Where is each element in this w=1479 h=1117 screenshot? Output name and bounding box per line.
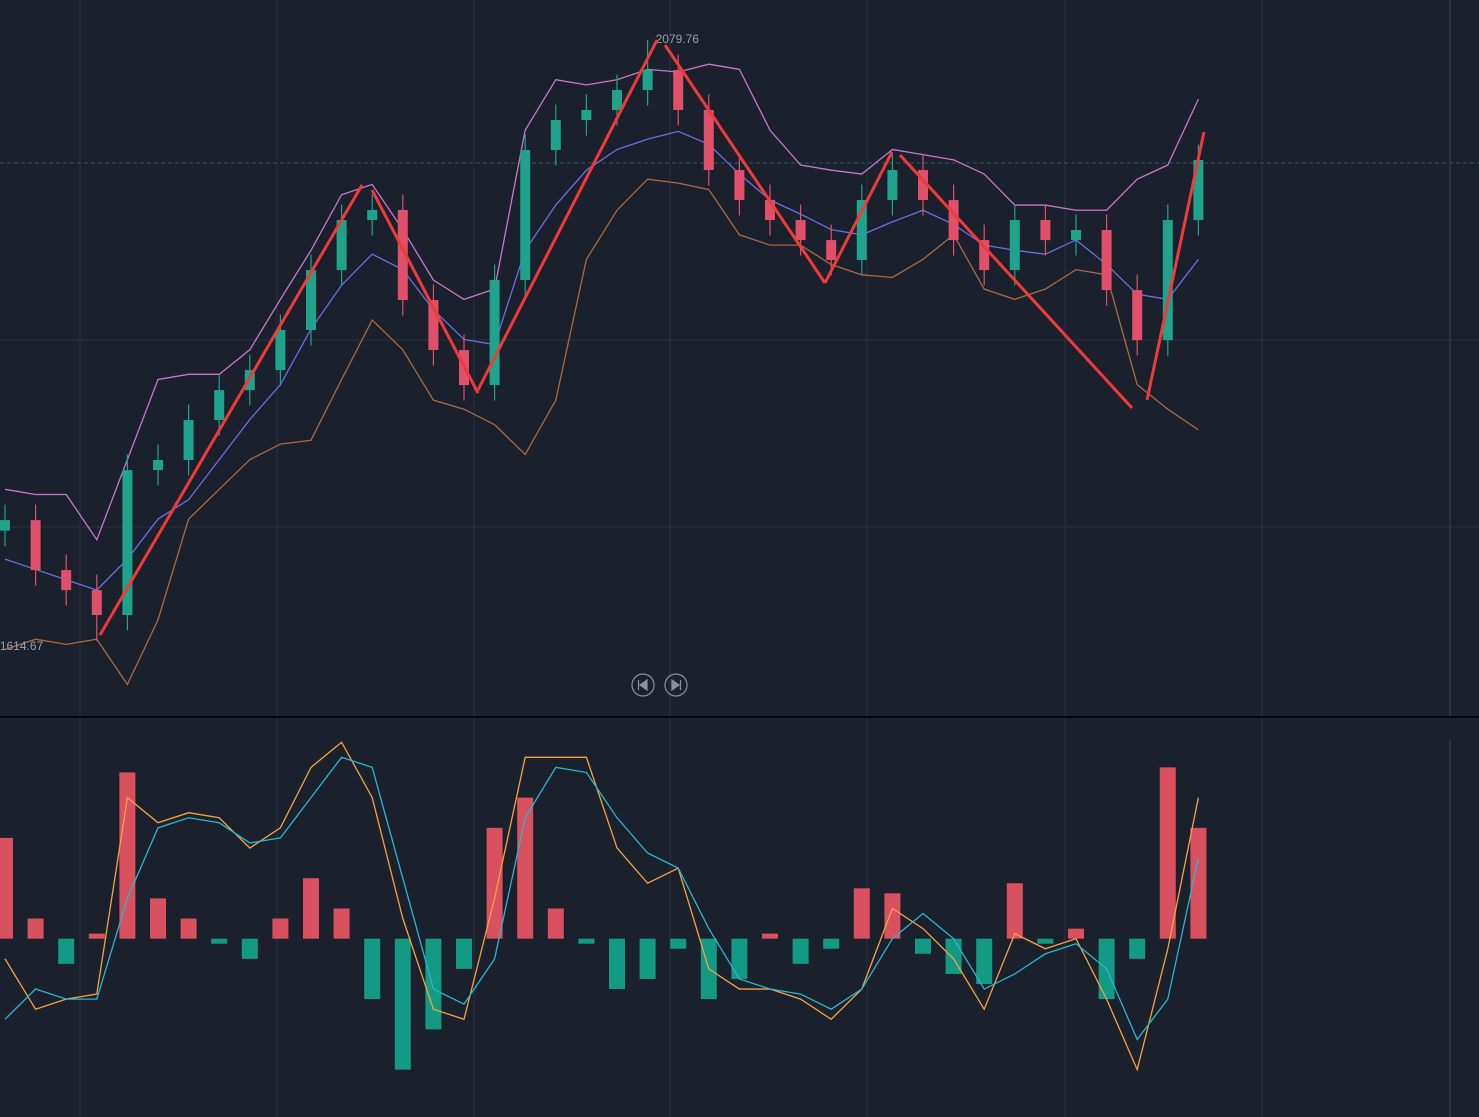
trend-arrow [823,151,894,284]
histogram-bar [272,918,289,939]
histogram-bar [639,938,656,979]
band-line [4,178,1199,686]
trend-arrow [98,184,364,636]
histogram-bar [547,908,564,939]
histogram-bar [1129,938,1146,959]
candle-body [948,200,959,241]
histogram-bar [792,938,809,964]
candle-body [275,330,286,371]
candle-body [306,270,316,331]
candle-body [1193,159,1204,221]
candle-body [367,209,378,221]
histogram-bar [1159,767,1176,939]
histogram-bar [853,888,870,939]
candle-body [856,200,867,260]
candle-body [979,240,990,271]
histogram-bar [670,938,687,949]
candle-body [642,70,653,91]
histogram-bar [364,938,381,1000]
candle-body [1132,290,1143,341]
histogram-bar [394,938,411,1070]
candle-body [122,470,133,616]
candle-body [703,109,714,171]
histogram-bar [1190,827,1207,939]
histogram-bar [823,938,840,949]
previous-button[interactable] [631,673,655,697]
candle-body [214,390,225,421]
histogram-bar [1037,938,1054,944]
candle-body [550,120,561,151]
next-button[interactable] [664,673,688,697]
candle-body [61,570,72,591]
histogram-bar [609,938,625,990]
candle-body [489,280,500,386]
trend-arrows [98,39,1206,636]
trend-arrow [898,153,1134,410]
candle-body [826,240,837,260]
histogram-bar [119,772,136,939]
histogram-bar [486,827,503,939]
histogram-bar [517,797,534,939]
histogram-bar [211,938,228,944]
low-label: 1614.67 [0,639,44,653]
candle-body [183,420,194,460]
candle-body [153,459,163,471]
histogram-bar [88,933,105,939]
candle-body [397,209,408,301]
histogram-bar [180,918,197,939]
histogram-bar [731,938,748,979]
candle-body [0,520,10,531]
histogram-bar [241,938,258,959]
high-label: 2079.76 [656,32,700,46]
band-line [4,130,1199,591]
histogram-bar [303,878,319,939]
candle-body [1040,220,1051,241]
histogram-bar [27,918,44,939]
candle-body [91,590,102,616]
candle-body [765,200,775,221]
candle-body [673,70,684,110]
histogram-bar [578,938,595,944]
candle-body [1101,229,1112,291]
macd-line [4,741,1200,1072]
histogram-bar [884,893,901,939]
candle-body [336,220,347,271]
candle-body [918,170,928,201]
histogram-bar [915,938,931,954]
band-line [4,63,1199,542]
candle-body [795,220,806,241]
histogram-bar [0,837,13,939]
trend-arrow [370,189,480,394]
trend-arrow [476,39,659,391]
series-layer: 2079.76 1614.67 [0,32,1207,1072]
candle-body [520,150,531,281]
candle-body [1071,229,1081,241]
candle-body [428,300,439,351]
histogram-bar [333,908,350,939]
candle-body [1009,220,1020,271]
candle-body [612,90,622,110]
histogram-bar [1006,883,1023,939]
candle-body [30,520,41,571]
candle-body [1162,220,1173,341]
histogram-bar [150,898,166,939]
candle-body [581,109,592,121]
candle-body [734,170,745,201]
histogram-bar [1068,928,1084,939]
trend-arrow [1145,131,1206,401]
histogram-bar [456,938,472,969]
macd-line [4,756,1200,1041]
histogram-bar [976,938,993,985]
trend-arrow [663,44,827,284]
playback-controls [631,673,688,697]
histogram-bar [762,933,778,939]
candle-body [887,170,898,201]
histogram-bar [58,938,75,964]
histogram-bar [425,938,442,1030]
